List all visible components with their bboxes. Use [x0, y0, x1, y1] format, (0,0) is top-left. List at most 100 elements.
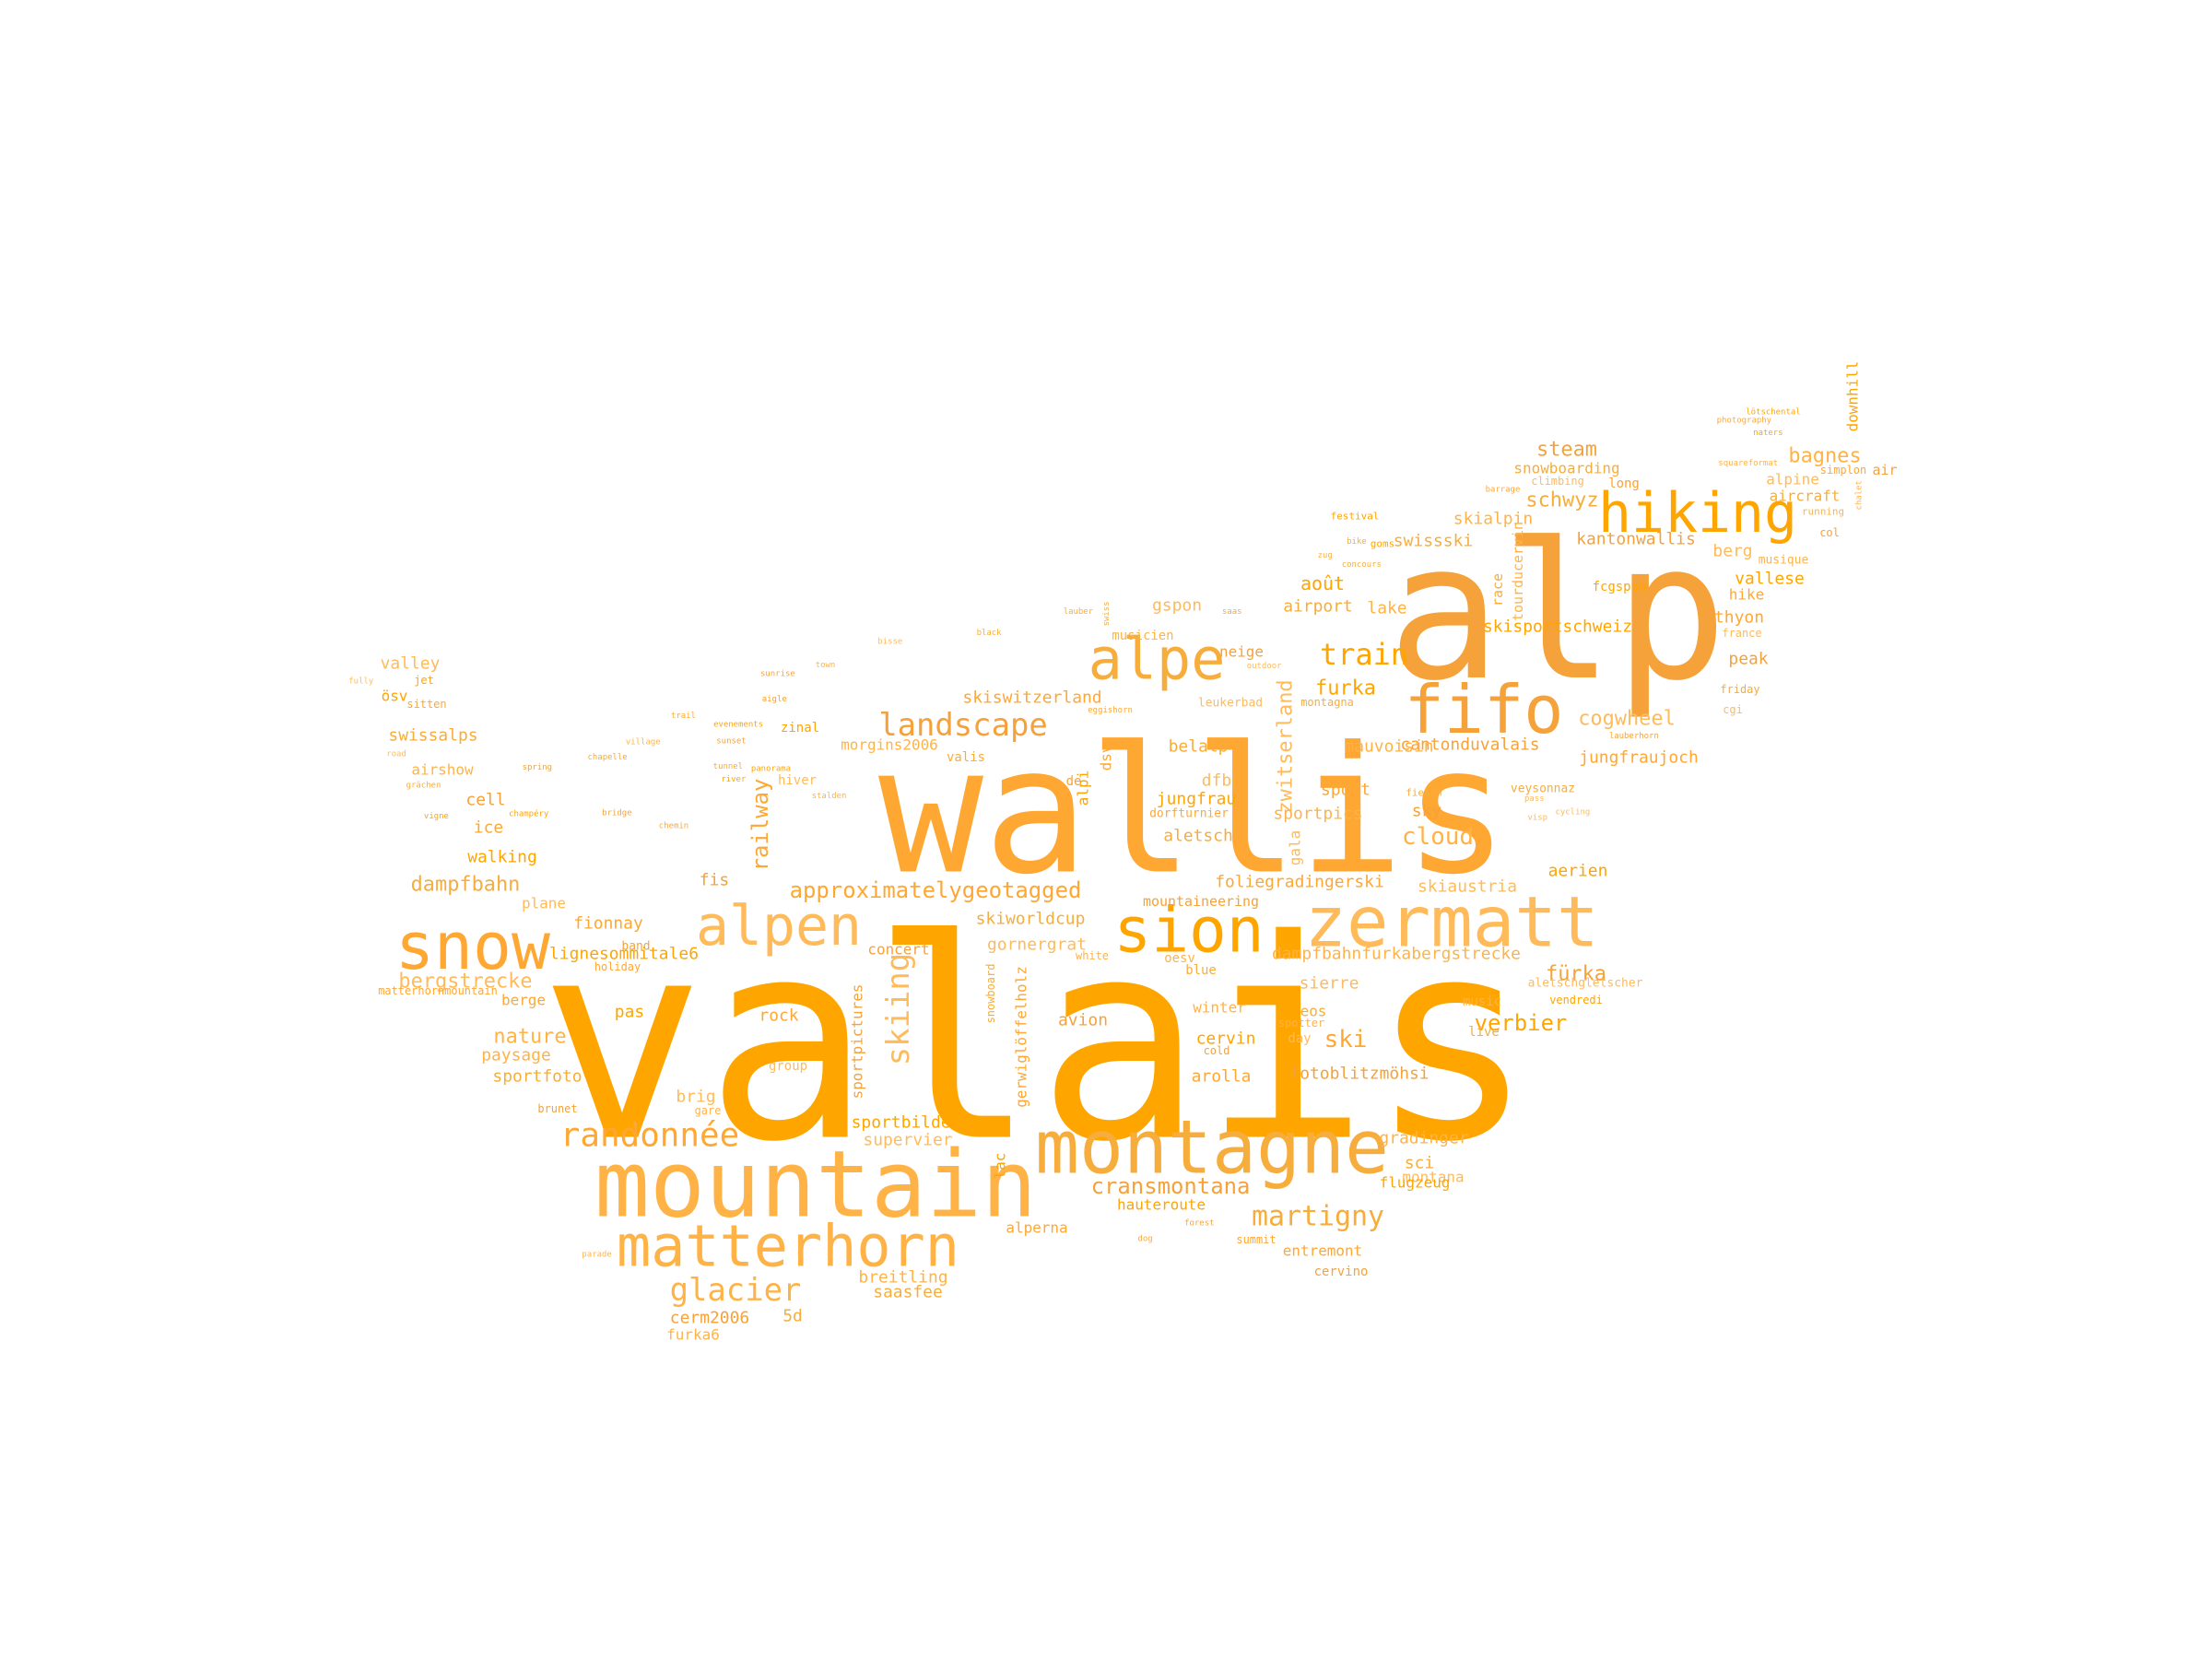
word-swissski: swissski [1394, 532, 1473, 551]
word-zinal: zinal [781, 721, 819, 735]
word-fotoblitzmöhsi: fotoblitzmöhsi [1289, 1065, 1429, 1084]
word-concert: concert [867, 941, 929, 959]
word-verbier: verbier [1475, 1010, 1568, 1036]
word-group: group [769, 1059, 807, 1074]
word-holiday: holiday [594, 960, 641, 973]
word-landscape: landscape [878, 707, 1048, 744]
word-sky: sky [1412, 802, 1442, 821]
word-montana: montana [1402, 1169, 1464, 1186]
word-town: town [816, 661, 836, 670]
word-morgins2006: morgins2006 [841, 736, 938, 754]
word-gala: gala [1287, 830, 1304, 865]
word-bridge: bridge [602, 809, 631, 818]
word-sportfoto: sportfoto [492, 1067, 582, 1087]
word-eggishorn: eggishorn [1088, 706, 1133, 715]
word-summit: summit [1236, 1233, 1276, 1246]
word-thyon: thyon [1714, 608, 1764, 628]
word-skiworldcup: skiworldcup [976, 910, 1086, 929]
word-sunset: sunset [716, 736, 746, 746]
word-montagne: montagne [1035, 1105, 1389, 1191]
word-lötschental: lötschental [1746, 407, 1800, 417]
word-friday: friday [1720, 683, 1759, 696]
word-bergstrecke: bergstrecke [398, 971, 532, 994]
word-mountain: mountain [594, 1131, 1037, 1239]
word-mauvoisin: mauvoisin [1344, 737, 1433, 757]
word-spotter: spotter [1278, 1017, 1324, 1030]
word-sportpictures: sportpictures [849, 984, 866, 1100]
word-saasfee: saasfee [873, 1283, 943, 1302]
word-veysonnaz: veysonnaz [1511, 782, 1575, 796]
word-fully: fully [348, 677, 374, 686]
word-chapelle: chapelle [588, 753, 628, 762]
word-jungfraujoch: jungfraujoch [1579, 748, 1699, 768]
word-lignesommitale6: lignesommitale6 [549, 945, 699, 964]
word-brig: brig [676, 1088, 715, 1107]
word-ice: ice [474, 818, 503, 838]
word-fis: fis [700, 871, 729, 890]
word-musicien: musicien [1112, 629, 1173, 643]
word-furka: furka [1315, 677, 1376, 700]
word-photography: photography [1717, 416, 1772, 425]
word-dampfbahnfurkabergstrecke: dampfbahnfurkabergstrecke [1272, 945, 1521, 964]
word-air: air [1873, 462, 1898, 478]
word-fcgspon: fcgspon [1593, 580, 1647, 594]
word-jungfrau: jungfrau [1157, 790, 1236, 809]
word-cervino: cervino [1314, 1265, 1369, 1279]
word-lauberhorn: lauberhorn [1609, 732, 1659, 741]
word-matterhornmountain: matterhornmountain [378, 984, 498, 997]
word-gspon: gspon [1152, 596, 1202, 616]
word-forest: forest [1184, 1218, 1214, 1228]
word-grächen: grächen [406, 782, 441, 791]
word-cerm2006: cerm2006 [670, 1309, 749, 1328]
word-alpine: alpine [1766, 471, 1819, 488]
word-cogwheel: cogwheel [1578, 708, 1676, 731]
word-swiss: swiss [1102, 601, 1112, 626]
word-gerwiglöffelholz: gerwiglöffelholz [1013, 966, 1030, 1108]
word-aerien: aerien [1548, 862, 1608, 881]
word-nature: nature [493, 1026, 566, 1049]
word-approximatelygeotagged: approximatelygeotagged [790, 877, 1082, 903]
word-berge: berge [501, 992, 546, 1009]
word-squareformat: squareformat [1718, 459, 1778, 468]
word-belalp: belalp [1169, 737, 1229, 757]
word-peak: peak [1728, 650, 1768, 669]
word-entremont: entremont [1283, 1242, 1362, 1260]
word-lauber: lauber [1064, 607, 1094, 617]
word-chemin: chemin [659, 822, 688, 831]
word-zwitserland: zwitserland [1275, 679, 1298, 813]
word-paysage: paysage [481, 1046, 551, 1065]
word-river: river [721, 775, 747, 784]
word-sion: sion [1113, 895, 1264, 968]
word-randonnée: randonnée [560, 1117, 739, 1155]
word-tourducervin: tourducervin [1510, 522, 1526, 621]
word-musique: musique [1759, 554, 1809, 568]
word-cervin: cervin [1196, 1030, 1256, 1049]
word-fürka: fürka [1546, 963, 1606, 986]
word-hauteroute: hauteroute [1117, 1196, 1206, 1214]
word-sportpics: sportpics [1273, 805, 1362, 824]
word-dampfbahn: dampfbahn [411, 874, 521, 897]
word-fifo: fifo [1405, 671, 1564, 748]
word-de: de [1066, 774, 1082, 789]
word-snow: snow [395, 909, 551, 984]
word-brunet: brunet [537, 1102, 577, 1115]
word-white: white [1076, 949, 1109, 962]
word-breitling: breitling [858, 1268, 947, 1288]
word-climbing: climbing [1531, 475, 1584, 488]
word-arolla: arolla [1192, 1067, 1252, 1087]
word-neige: neige [1219, 643, 1264, 661]
word-dfb: dfb [1202, 771, 1231, 791]
word-zug: zug [1318, 551, 1333, 560]
word-trail: trail [671, 712, 696, 721]
word-hike: hike [1729, 586, 1764, 604]
word-lake: lake [1367, 599, 1406, 618]
word-schwyz: schwyz [1525, 489, 1598, 512]
word-band: band [621, 940, 650, 954]
word-eos: eos [1300, 1003, 1327, 1020]
word-dog: dog [1138, 1234, 1153, 1243]
word-aletschgletscher: aletschgletscher [1528, 977, 1643, 991]
word-gradinger: gradinger [1379, 1129, 1468, 1148]
word-aletsch: aletsch [1163, 827, 1233, 846]
word-pas: pas [615, 1003, 644, 1022]
